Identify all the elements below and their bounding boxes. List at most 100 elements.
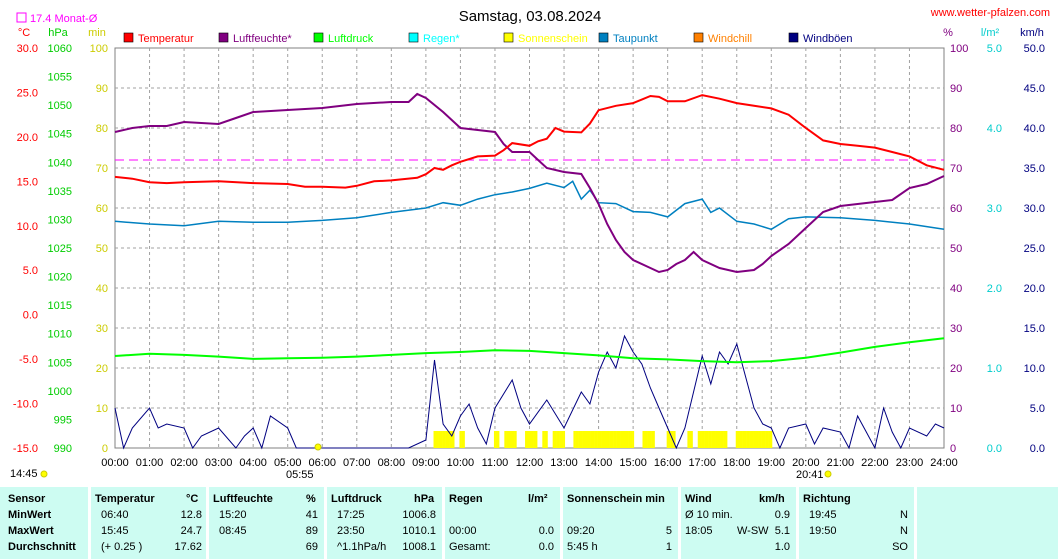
rain-axis-tick: 4.0 [987,123,1002,135]
sunshine-bar [758,431,761,448]
table-cell-label: Durchschnitt [8,541,76,553]
sunshine-bar [621,431,624,448]
sunshine-bar [542,431,545,448]
min-axis-tick: 40 [96,283,108,295]
table-cell-temp-time: (+ 0.25 ) [101,541,143,553]
sunshine-bar [699,431,702,448]
sunrise-time: 05:55 [286,469,314,481]
time-axis-tick: 01:00 [136,457,164,469]
sunshine-bar [742,431,745,448]
sunset-time: 20:41 [796,469,824,481]
wind-axis-tick: 0.0 [1030,443,1045,455]
legend-label: Temperatur [138,33,194,45]
unit-temp: °C [18,27,30,39]
table-cell-temp-time: 06:40 [101,509,129,521]
unit-rain: l/m² [981,27,1000,39]
legend-swatch [788,32,799,43]
sunshine-bar [721,431,724,448]
sunshine-bar [625,431,628,448]
temp-axis-tick: 30.0 [17,43,38,55]
sunshine-bar [495,431,498,448]
sunshine-bar [449,431,452,448]
sunshine-bar [766,431,769,448]
sunshine-bar [556,431,559,448]
hpa-axis-tick: 1035 [48,186,72,198]
sunshine-bar [443,431,446,448]
legend-label: Luftfeuchte* [233,33,292,45]
sunshine-bar [433,431,436,448]
sunshine-bar [746,431,749,448]
series-line-luftdruck [114,337,945,364]
wind-axis-tick: 20.0 [1024,283,1045,295]
hpa-axis-tick: 1055 [48,72,72,84]
time-axis-tick: 06:00 [308,457,336,469]
sunshine-bar [697,431,700,448]
hdr-press: Luftdruck [331,493,382,505]
time-axis-tick: 17:00 [688,457,716,469]
temp-axis-tick: 5.0 [23,265,38,277]
table-cell-wind-time: Ø 10 min. [685,509,733,521]
sunshine-bar [459,431,462,448]
sunshine-bar [585,431,588,448]
time-axis-tick: 07:00 [343,457,371,469]
pct-axis-tick: 30 [950,323,962,335]
table-cell-rain-val: 0.0 [538,541,554,553]
hdr-sensor: Sensor [8,493,46,505]
pct-axis-tick: 100 [950,43,968,55]
sunshine-bar [720,431,723,448]
sunshine-bar [651,431,654,448]
sunshine-bars [433,431,773,448]
min-axis-tick: 30 [96,323,108,335]
sunshine-bar [756,431,759,448]
sunshine-bar [554,431,557,448]
time-axis-tick: 12:00 [516,457,544,469]
hpa-axis-tick: 995 [54,414,72,426]
site-link[interactable]: www.wetter-pfalzen.com [930,7,1050,19]
sunshine-bar [526,431,529,448]
sunshine-bar [616,431,619,448]
pct-axis-tick: 10 [950,403,962,415]
legend-swatch [123,32,134,43]
table-cell-press-time: 23:50 [337,525,365,537]
pct-axis-tick: 80 [950,123,962,135]
legend-swatch [693,32,704,43]
min-axis-tick: 60 [96,203,108,215]
sunshine-bar [642,431,645,448]
temp-axis-tick: -15.0 [13,443,38,455]
table-cell-hum-time: 15:20 [219,509,247,521]
sunshine-bar [442,431,445,448]
hpa-axis-tick: 1045 [48,129,72,141]
pct-axis-tick: 40 [950,283,962,295]
sunshine-bar [649,431,652,448]
unit-wind: km/h [1020,27,1044,39]
table-cell-rain-time: 00:00 [449,525,477,537]
table-cell-press-val: 1006.8 [402,509,436,521]
sunshine-bar [590,431,593,448]
sunshine-bar [514,431,517,448]
legend-label: Regen* [423,33,460,45]
sunshine-bar [652,431,655,448]
legend-label: Windböen [803,33,853,45]
sunshine-bar [713,431,716,448]
hpa-axis-tick: 990 [54,443,72,455]
sunshine-bar [511,431,514,448]
table-cell-wind-time: 18:05 [685,525,713,537]
time-axis-tick: 23:00 [896,457,924,469]
table-cell-dir-val: SO [892,541,908,553]
sunshine-bar [626,431,629,448]
sunshine-bar [557,431,560,448]
sunshine-bar [740,431,743,448]
sunshine-bar [438,431,441,448]
sunshine-bar [601,431,604,448]
sunshine-bar [509,431,512,448]
sunshine-bar [493,431,496,448]
sunshine-bar [701,431,704,448]
table-cell-temp-time: 15:45 [101,525,129,537]
table-cell-temp-val: 24.7 [180,525,202,537]
hdr-wind-unit: km/h [759,493,785,505]
table-cell-temp-val: 17.62 [174,541,202,553]
sunshine-bar [754,431,757,448]
temp-axis-tick: 15.0 [17,176,38,188]
sunshine-bar [530,431,533,448]
sunshine-bar [613,431,616,448]
